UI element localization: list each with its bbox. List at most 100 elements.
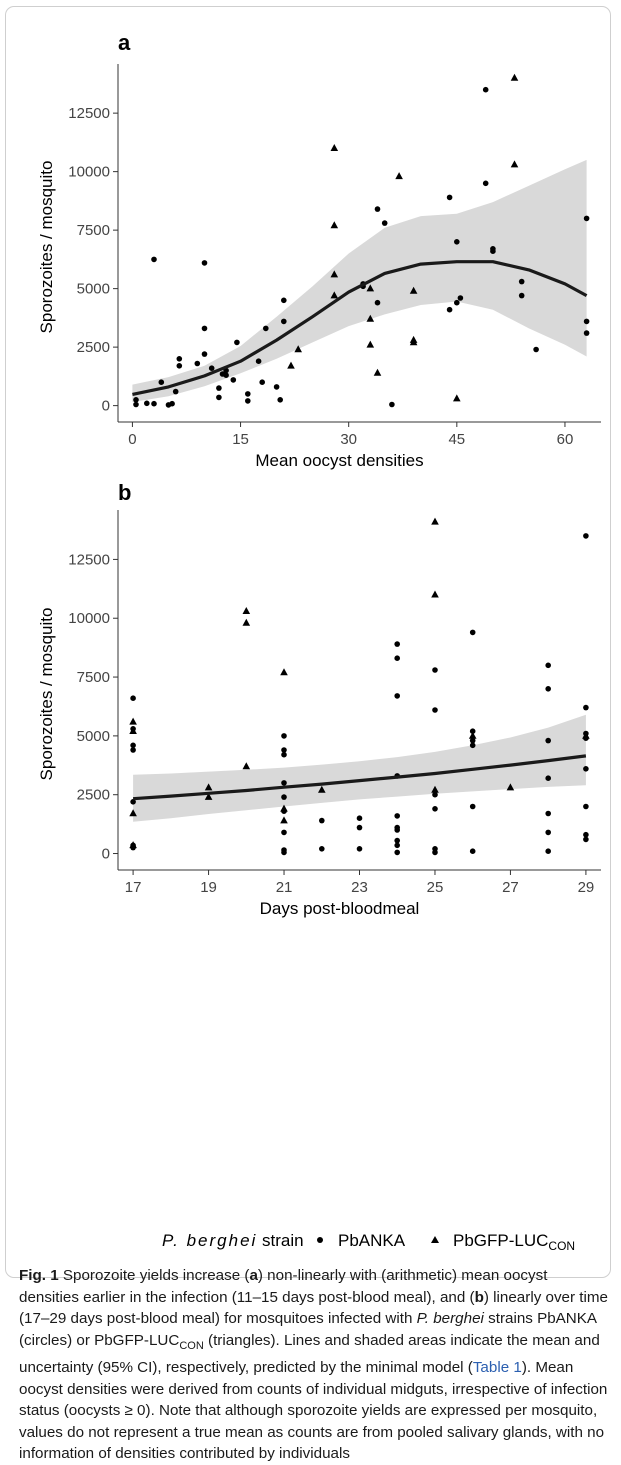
data-point-circle — [432, 849, 438, 856]
data-point-circle — [469, 629, 476, 636]
data-point-triangle — [129, 727, 137, 734]
x-tick-label: 30 — [340, 431, 357, 448]
data-point-circle — [172, 388, 179, 395]
y-axis-title: Sporozoites / mosquito — [37, 608, 56, 781]
data-point-circle — [583, 533, 589, 539]
data-point-triangle — [330, 221, 339, 229]
data-point-circle — [394, 641, 401, 647]
data-point-circle — [234, 339, 240, 346]
data-point-circle — [583, 704, 589, 711]
data-point-circle — [151, 256, 157, 263]
y-tick-label: 12500 — [68, 551, 110, 568]
data-point-circle — [583, 766, 589, 772]
y-tick-label: 5000 — [77, 728, 110, 745]
data-point-triangle — [204, 792, 213, 800]
data-point-circle — [144, 400, 150, 407]
fit-line — [132, 260, 588, 396]
data-point-circle — [545, 848, 551, 854]
data-point-triangle — [242, 607, 251, 614]
x-tick-label: 19 — [200, 879, 217, 896]
data-point-circle — [194, 360, 201, 367]
data-point-circle — [176, 363, 183, 369]
data-point-triangle — [129, 717, 137, 725]
data-point-circle — [281, 318, 287, 325]
data-point-circle — [583, 803, 589, 810]
figure-caption: Fig. 1 Sporozoite yields increase (a) no… — [19, 1265, 609, 1465]
data-point-circle — [454, 299, 460, 306]
x-tick-label: 15 — [232, 431, 249, 448]
legend-marker-circle — [317, 1237, 323, 1243]
data-point-circle — [432, 791, 438, 798]
x-tick-label: 60 — [557, 431, 574, 448]
data-point-triangle — [409, 286, 418, 294]
data-point-circle — [394, 827, 401, 833]
x-axis-title: Mean oocyst densities — [255, 451, 423, 470]
data-point-circle — [469, 803, 476, 810]
data-point-circle — [469, 742, 476, 749]
data-point-circle — [319, 846, 325, 852]
data-point-triangle — [129, 809, 137, 817]
data-point-triangle — [280, 804, 288, 812]
data-point-circle — [432, 707, 438, 713]
data-point-circle — [133, 397, 139, 403]
data-point-circle — [169, 400, 175, 407]
data-point-circle — [545, 810, 551, 817]
y-tick-label: 10000 — [68, 164, 110, 181]
y-axis-title: Sporozoites / mosquito — [37, 161, 56, 334]
panel-a: a 0 2500 5000 7500 10000 12500 0 15 30 45 60 Mean oo… — [37, 30, 601, 470]
data-point-circle — [490, 248, 496, 254]
panel-letter: b — [118, 480, 131, 505]
y-tick-label: 0 — [102, 398, 110, 415]
y-tick-label: 0 — [102, 846, 110, 863]
data-point-circle — [469, 737, 476, 744]
data-point-circle — [130, 747, 136, 753]
data-point-circle — [583, 831, 589, 838]
data-point-circle — [281, 751, 287, 758]
data-point-circle — [394, 655, 401, 661]
data-point-circle — [446, 306, 453, 313]
data-point-circle — [263, 325, 269, 332]
data-point-triangle — [510, 73, 519, 81]
y-tick-label: 2500 — [77, 787, 110, 804]
data-point-circle — [281, 794, 287, 800]
data-point-circle — [432, 806, 438, 812]
data-point-circle — [545, 686, 551, 692]
data-point-circle — [482, 86, 489, 93]
data-point-circle — [533, 346, 539, 353]
data-point-circle — [201, 260, 208, 266]
legend-marker-triangle — [431, 1236, 439, 1243]
data-point-circle — [216, 394, 222, 401]
data-point-circle — [389, 401, 395, 408]
data-point-circle — [583, 318, 590, 325]
data-point-triangle — [366, 340, 375, 348]
caption-text: Sporozoite yields increase ( — [58, 1267, 250, 1284]
panel-b: b 0 2500 5000 7500 10000 12500 17 19 21 23 25 27 29 Da… — [37, 480, 601, 918]
data-point-circle — [245, 391, 251, 397]
x-tick-label: 29 — [578, 879, 595, 896]
data-point-circle — [454, 239, 460, 245]
data-point-circle — [394, 693, 401, 699]
data-point-circle — [356, 824, 363, 831]
data-point-circle — [545, 829, 551, 836]
data-point-circle — [281, 829, 287, 836]
y-tick-label: 12500 — [68, 105, 110, 122]
data-point-circle — [469, 728, 476, 734]
y-tick-label: 7500 — [77, 222, 110, 239]
data-point-circle — [518, 278, 525, 285]
legend: P. berghei strain PbANKA PbGFP-LUCCON — [162, 1231, 575, 1253]
data-point-circle — [281, 297, 287, 304]
caption-table-link[interactable]: Table 1 — [472, 1359, 522, 1377]
data-point-circle — [176, 356, 183, 362]
data-point-triangle — [330, 270, 339, 278]
caption-panel-b: b — [474, 1288, 484, 1306]
data-point-circle — [583, 215, 590, 222]
data-point-triangle — [431, 590, 439, 598]
x-tick-label: 27 — [502, 879, 519, 896]
data-point-circle — [374, 299, 381, 306]
data-point-triangle — [506, 783, 515, 791]
data-point-triangle — [468, 731, 477, 739]
caption-species: P. berghei — [416, 1310, 484, 1327]
data-point-circle — [130, 799, 136, 805]
legend-title: P. berghei strain — [162, 1231, 304, 1250]
data-point-circle — [518, 292, 525, 299]
